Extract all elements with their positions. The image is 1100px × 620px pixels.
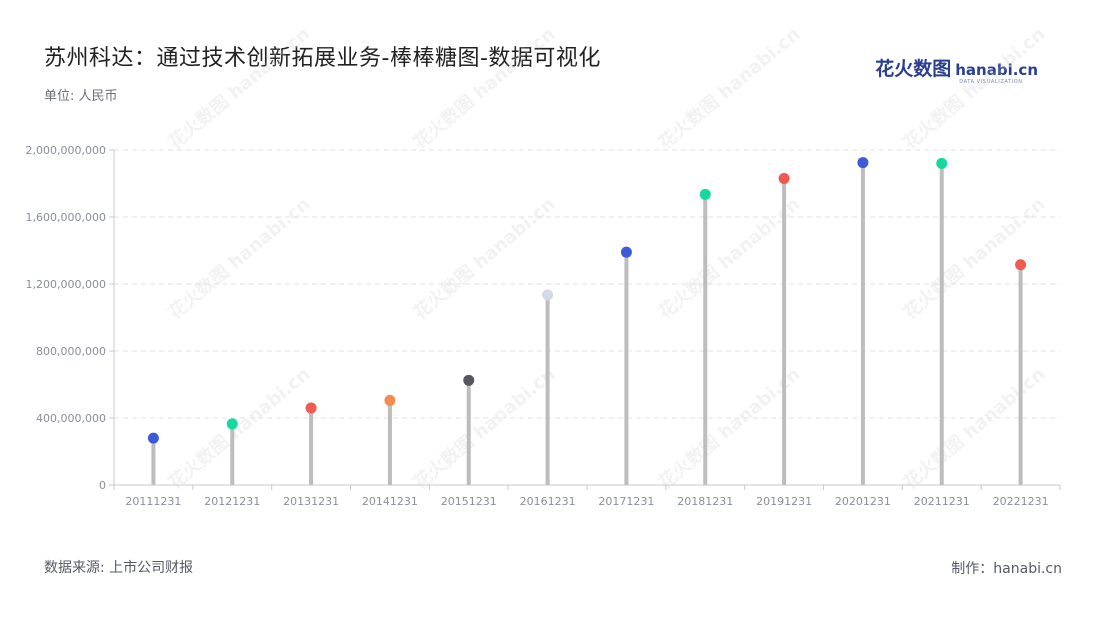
- x-tick-label: 20171231: [598, 495, 654, 508]
- lollipop-dot: [1015, 259, 1027, 271]
- y-tick-label: 1,200,000,000: [26, 278, 106, 291]
- watermark-text: 花火数图 hanabi.cn: [899, 193, 1049, 324]
- lollipop-dot: [936, 157, 948, 169]
- x-tick-label: 20141231: [362, 495, 418, 508]
- lollipop-dot: [226, 418, 238, 430]
- x-tick-label: 20131231: [283, 495, 339, 508]
- watermark-text: 花火数图 hanabi.cn: [409, 23, 559, 154]
- y-tick-label: 1,600,000,000: [26, 211, 106, 224]
- chart-title: 苏州科达：通过技术创新拓展业务-棒棒糖图-数据可视化: [44, 46, 601, 71]
- y-tick-label: 2,000,000,000: [26, 144, 106, 157]
- watermark-text: 花火数图 hanabi.cn: [899, 363, 1049, 494]
- x-tick-label: 20111231: [125, 495, 181, 508]
- x-tick-label: 20121231: [204, 495, 260, 508]
- watermark-text: 花火数图 hanabi.cn: [654, 363, 804, 494]
- watermark-text: 花火数图 hanabi.cn: [654, 23, 804, 154]
- lollipop-dot: [463, 374, 475, 386]
- watermark-text: 花火数图 hanabi.cn: [654, 193, 804, 324]
- x-tick-label: 20151231: [441, 495, 497, 508]
- x-tick-label: 20181231: [677, 495, 733, 508]
- brand-logo-cn: 花火数图: [875, 58, 952, 80]
- lollipop-dots: [147, 157, 1027, 444]
- x-tick-label: 20191231: [756, 495, 812, 508]
- watermark-text: 花火数图 hanabi.cn: [899, 23, 1049, 154]
- watermark-text: 花火数图 hanabi.cn: [409, 363, 559, 494]
- lollipop-dot: [147, 432, 159, 444]
- x-tick-label: 20221231: [993, 495, 1049, 508]
- brand-logo-sub: DATA VISUALIZATION: [959, 79, 1023, 85]
- lollipop-dot: [384, 394, 396, 406]
- y-tick-label: 400,000,000: [36, 412, 106, 425]
- x-tick-label: 20201231: [835, 495, 891, 508]
- grid-lines: [114, 149, 1060, 419]
- x-tick-label: 20161231: [520, 495, 576, 508]
- y-axis: 0 400,000,000 800,000,000 1,200,000,000 1,60…: [26, 144, 115, 492]
- data-source: 数据来源: 上市公司财报: [44, 560, 194, 576]
- lollipop-dot: [305, 402, 317, 414]
- lollipop-dot: [699, 188, 711, 200]
- brand-logo-en: hanabi.cn: [955, 61, 1038, 79]
- y-tick-label: 800,000,000: [36, 345, 106, 358]
- unit-label: 单位: 人民币: [44, 89, 118, 104]
- brand-logo: 花火数图 hanabi.cn DATA VISUALIZATION: [875, 60, 1038, 85]
- watermark-text: 花火数图 hanabi.cn: [164, 363, 314, 494]
- lollipop-dot: [542, 289, 554, 301]
- chart-maker: 制作：hanabi.cn: [951, 561, 1062, 577]
- x-axis: 20111231 20121231 20131231 20141231 20151231…: [113, 484, 1061, 508]
- lollipop-dot: [778, 172, 790, 184]
- watermark-text: 花火数图 hanabi.cn: [409, 193, 559, 324]
- y-tick-label: 0: [99, 479, 106, 492]
- watermark-text: 花火数图 hanabi.cn: [164, 193, 314, 324]
- lollipop-dot: [857, 157, 869, 169]
- lollipop-stems: [151, 162, 1023, 485]
- watermark-layer: 花火数图 hanabi.cn 花火数图 hanabi.cn 花火数图 hanabi.…: [164, 23, 1049, 494]
- lollipop-dot: [620, 246, 632, 258]
- watermark-text: 花火数图 hanabi.cn: [164, 23, 314, 154]
- x-tick-label: 20211231: [914, 495, 970, 508]
